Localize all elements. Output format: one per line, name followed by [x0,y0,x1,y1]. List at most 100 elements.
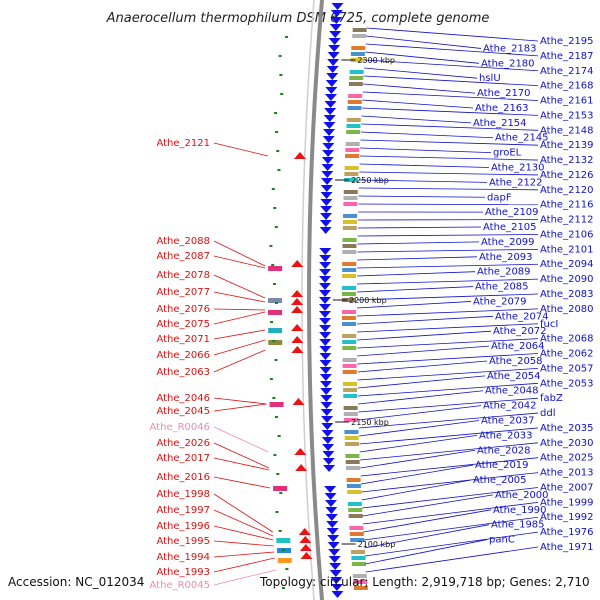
right-gene-label: Athe_2183 [483,43,537,54]
right-gene-label: Athe_2106 [540,229,594,240]
feature-block [345,154,360,158]
right-gene-label: Athe_1992 [540,512,594,523]
left-gene-label: Athe_1993 [156,567,210,578]
right-label-leader [359,171,539,176]
left-gene-label: Athe_2075 [156,319,210,330]
right-label-leader [360,464,474,485]
right-gene-label: Athe_2174 [540,66,594,77]
forward-gene-arrow [328,38,341,45]
gc-marker [274,416,278,418]
feature-block [342,238,357,242]
left-gene-label: Athe_1994 [156,552,210,563]
feature-block [352,574,367,578]
right-label-leader [358,397,539,413]
forward-gene-arrow [319,318,332,325]
right-label-leader [362,501,539,525]
feature-block [350,58,365,62]
forward-gene-arrow [327,59,340,66]
left-label-leader [213,403,267,412]
right-label-leader [357,330,492,341]
left-label-leader [213,339,266,356]
right-gene-label: Athe_2064 [491,341,545,352]
right-label-leader [364,59,539,72]
right-gene-label: Athe_2089 [477,267,531,278]
scale-tick-label: 2150 kbp [351,418,389,427]
reverse-gene-arrow [292,398,305,405]
feature-block [343,388,358,392]
gc-marker [278,530,282,532]
right-label-leader [364,524,490,549]
reverse-feature-block [269,402,284,407]
right-label-leader [359,163,490,168]
forward-gene-arrow [325,80,338,87]
right-label-leader [366,27,539,42]
genome-backbone-ring [307,0,324,600]
forward-gene-arrow [324,94,337,101]
right-gene-label: dapF [487,192,512,203]
forward-gene-arrow [319,220,332,227]
left-gene-label: Athe_2046 [156,393,210,404]
feature-block [342,370,357,374]
gc-marker [274,226,278,228]
right-label-leader [359,427,539,445]
feature-block [344,178,359,182]
forward-gene-arrow [324,493,337,500]
feature-block [342,226,357,230]
forward-gene-arrow [320,395,333,402]
feature-block [344,418,359,422]
right-gene-label: Athe_2180 [481,58,535,69]
right-label-leader [358,412,539,429]
right-gene-label: Athe_2126 [540,170,594,181]
right-label-leader [358,203,539,206]
right-label-leader [362,91,539,101]
forward-gene-arrow [322,444,335,451]
genome-inner-ring [301,0,315,600]
feature-block [343,190,358,194]
feature-block [351,556,366,560]
gc-marker [273,454,277,456]
right-gene-label: fabZ [540,393,563,404]
gc-marker [272,397,276,399]
right-label-leader [357,226,482,229]
forward-gene-arrow [320,185,333,192]
forward-gene-arrow [319,339,332,346]
forward-gene-arrow [319,255,332,262]
right-label-leader [361,479,472,501]
gc-marker [275,302,279,304]
forward-gene-arrow [326,73,339,80]
right-label-leader [357,345,490,357]
right-label-leader [361,115,472,124]
left-gene-label: Athe_2088 [156,236,210,247]
right-gene-label: Athe_1990 [493,505,547,516]
reverse-gene-arrow [291,324,304,331]
forward-gene-arrow [331,591,344,598]
reverse-gene-arrow [299,536,312,543]
feature-block [343,214,358,218]
left-gene-label: Athe_2063 [156,367,210,378]
gc-marker [269,378,273,380]
right-label-leader [363,516,539,541]
gc-marker [279,74,283,76]
right-gene-label: Athe_2083 [540,289,594,300]
forward-gene-arrow [322,136,335,143]
feature-block [349,526,364,530]
gc-marker [281,549,285,551]
right-label-leader [358,179,488,183]
right-label-leader [357,263,539,269]
left-label-leader [213,457,270,471]
feature-block [347,106,362,110]
right-label-leader [362,487,539,509]
forward-gene-arrow [319,227,332,234]
right-label-leader [357,241,480,245]
feature-block [342,286,357,290]
forward-gene-arrow [327,535,340,542]
reverse-gene-arrow [293,152,306,159]
forward-gene-arrow [320,192,333,199]
left-label-leader [213,540,274,547]
forward-gene-arrow [321,423,334,430]
left-gene-label: Athe_2017 [156,453,210,464]
feature-block [342,250,357,254]
gc-marker [280,93,284,95]
map-title: Anaerocellum thermophilum DSM 6725, comp… [106,11,490,26]
